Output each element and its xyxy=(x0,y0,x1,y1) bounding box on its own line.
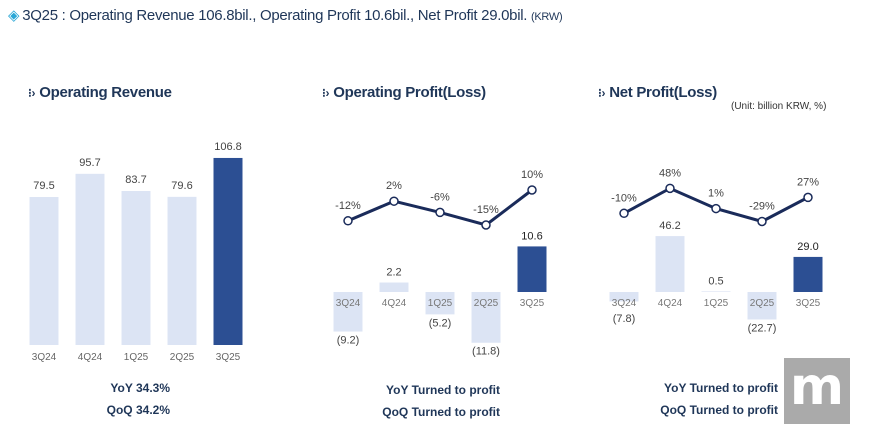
chart-title-revenue: ⁝› Operating Revenue xyxy=(28,84,172,101)
x-tick-label: 1Q25 xyxy=(704,298,729,309)
headline: ◈ 3Q25 : Operating Revenue 106.8bil., Ope… xyxy=(8,6,563,24)
margin-label: 2% xyxy=(386,180,402,192)
margin-point xyxy=(803,192,813,203)
data-label: 106.8 xyxy=(214,141,242,153)
x-tick-label: 3Q24 xyxy=(612,298,637,309)
data-label: 95.7 xyxy=(79,157,100,169)
bullet-icon: ⁝› xyxy=(322,86,330,100)
bar xyxy=(471,292,501,343)
data-label: 79.6 xyxy=(171,180,192,192)
margin-point xyxy=(665,183,675,194)
margin-point xyxy=(711,203,721,214)
data-label: (7.8) xyxy=(613,313,636,325)
bullet-icon: ⁝› xyxy=(28,86,36,100)
margin-label: -6% xyxy=(430,191,450,203)
x-tick-label: 3Q24 xyxy=(336,298,361,309)
data-label: (22.7) xyxy=(748,322,777,334)
x-tick-label: 3Q25 xyxy=(520,298,545,309)
bar xyxy=(29,196,59,345)
bar xyxy=(793,256,823,292)
summary-net-profit: YoY Turned to profit QoQ Turned to profit xyxy=(660,381,778,417)
data-label: (11.8) xyxy=(472,346,500,358)
x-tick-label: 3Q25 xyxy=(796,298,821,309)
bar xyxy=(747,292,777,320)
bar xyxy=(379,282,409,292)
margin-label: 10% xyxy=(521,169,543,181)
margin-point xyxy=(481,220,491,230)
bar xyxy=(167,196,197,345)
headline-text: 3Q25 : Operating Revenue 106.8bil., Oper… xyxy=(22,7,528,24)
x-tick-label: 1Q25 xyxy=(428,298,453,309)
margin-label: 1% xyxy=(708,188,724,200)
margin-label: -29% xyxy=(749,200,775,212)
bar xyxy=(655,236,685,292)
bullet-icon: ⁝› xyxy=(598,86,606,100)
bar xyxy=(701,291,731,292)
bar xyxy=(517,246,547,292)
summary-revenue: YoY 34.3% QoQ 34.2% xyxy=(106,381,170,417)
x-tick-label: 1Q25 xyxy=(124,352,149,363)
margin-point xyxy=(343,216,353,226)
data-label: 2.2 xyxy=(386,267,401,279)
data-label: (9.2) xyxy=(337,335,360,347)
margin-label: 27% xyxy=(797,176,819,188)
data-label: 46.2 xyxy=(659,220,680,232)
headline-unit: (KRW) xyxy=(531,11,563,23)
margin-label: -10% xyxy=(611,192,637,204)
margin-point xyxy=(435,207,445,218)
x-tick-label: 4Q24 xyxy=(658,298,683,309)
x-tick-label: 2Q25 xyxy=(170,352,195,363)
data-label: 29.0 xyxy=(797,241,818,253)
margin-point xyxy=(619,208,629,219)
chart-title-net-profit: ⁝› Net Profit(Loss) xyxy=(598,84,717,101)
watermark-logo: m xyxy=(784,358,850,424)
bar xyxy=(425,292,455,315)
data-label: 79.5 xyxy=(33,180,54,192)
unit-note: (Unit: billion KRW, %) xyxy=(731,101,827,112)
margin-point xyxy=(527,185,537,195)
x-tick-label: 2Q25 xyxy=(474,298,499,309)
bar xyxy=(213,157,243,345)
bar xyxy=(609,292,639,302)
bar xyxy=(75,173,105,345)
x-tick-label: 3Q25 xyxy=(216,352,241,363)
diamond-icon: ◈ xyxy=(8,7,20,24)
data-label: 10.6 xyxy=(521,230,542,242)
x-tick-label: 4Q24 xyxy=(78,352,103,363)
bar xyxy=(121,190,151,345)
x-tick-label: 2Q25 xyxy=(750,298,775,309)
bar xyxy=(333,292,363,332)
margin-point xyxy=(757,216,767,227)
data-label: 0.5 xyxy=(708,275,723,287)
summary-op-profit: YoY Turned to profit QoQ Turned to profit xyxy=(382,383,500,419)
x-tick-label: 4Q24 xyxy=(382,298,407,309)
x-tick-label: 3Q24 xyxy=(32,352,57,363)
margin-label: -15% xyxy=(473,204,499,216)
data-label: (5.2) xyxy=(429,317,452,329)
margin-point xyxy=(389,196,399,206)
chart-title-op-profit: ⁝› Operating Profit(Loss) xyxy=(322,84,486,101)
margin-label: -12% xyxy=(335,200,361,212)
data-label: 83.7 xyxy=(125,174,146,186)
margin-label: 48% xyxy=(659,167,681,179)
